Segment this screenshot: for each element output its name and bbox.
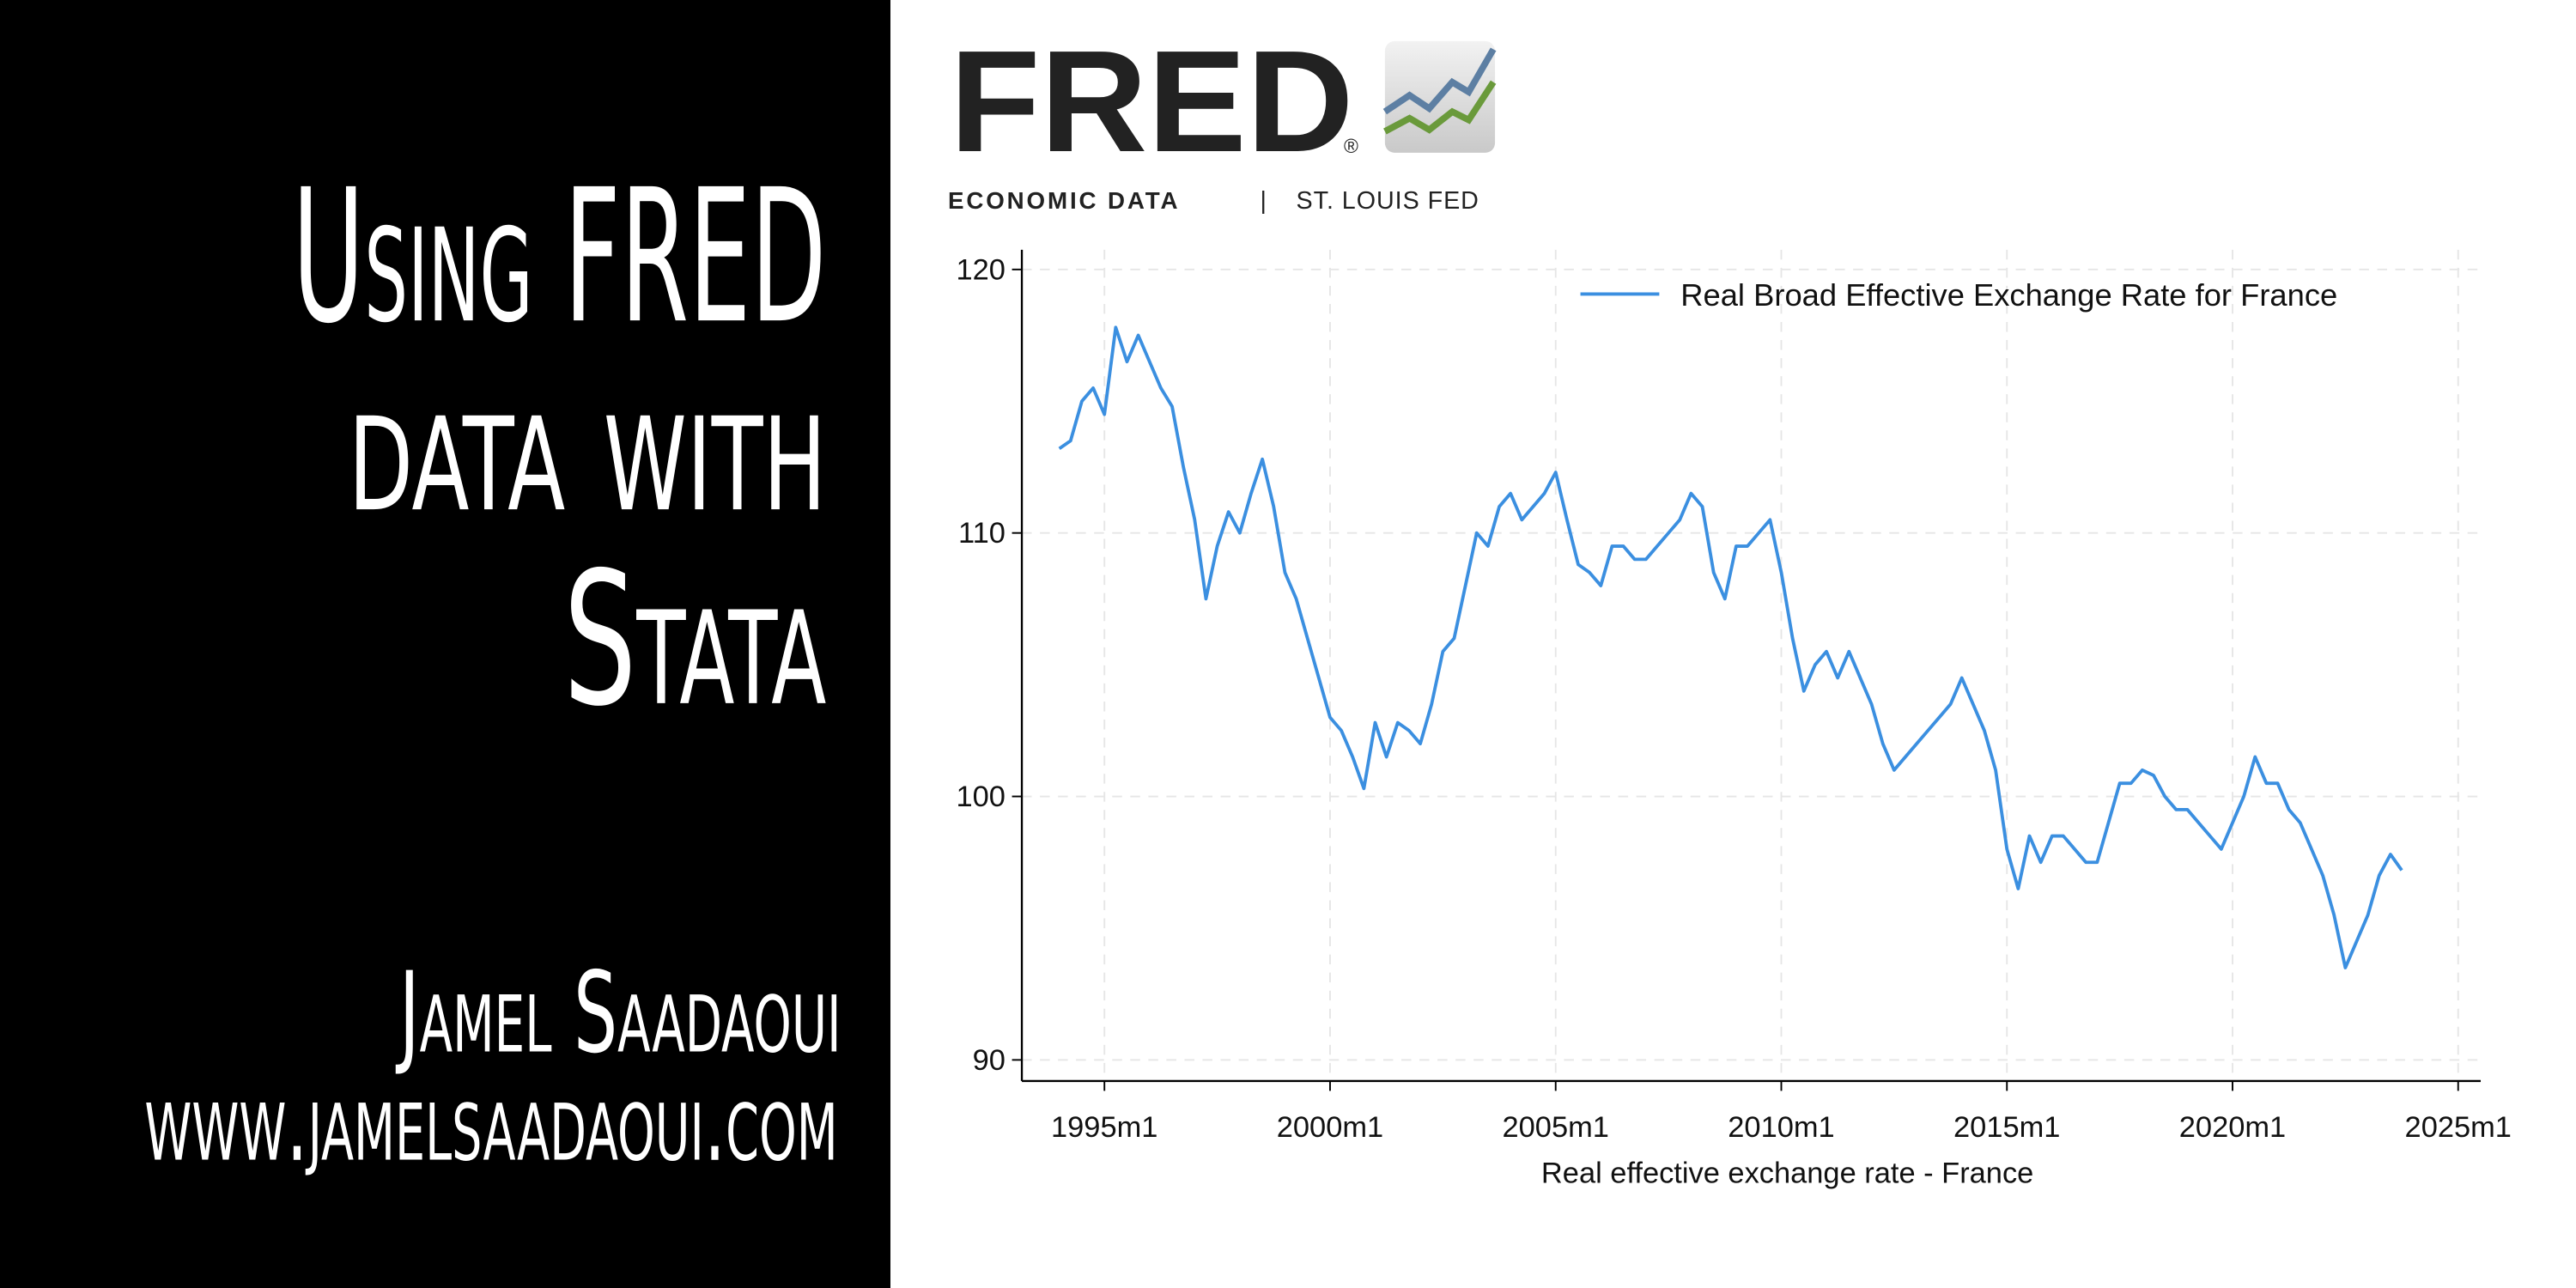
y-tick-label: 120	[956, 253, 1005, 286]
series-line	[1058, 325, 2403, 969]
website: www.jamelsaadaoui.com	[144, 1056, 837, 1187]
title-line: data with	[349, 338, 827, 553]
title-line: Stata	[563, 532, 826, 747]
chart: 90 100 110 120 1995m1 2000m1 2005m1 2010m1 2015m…	[956, 249, 2512, 1190]
x-tick-label: 2005m1	[1503, 1111, 1609, 1144]
logo-separator: |	[1260, 187, 1266, 215]
x-tick-label: 2010m1	[1728, 1111, 1834, 1144]
logo-org: ST. LOUIS FED	[1297, 187, 1479, 215]
logo-registered: ®	[1344, 135, 1358, 157]
logo-title: FRED	[950, 21, 1354, 182]
logo-subtitle: ECONOMIC DATA	[948, 187, 1180, 214]
left-panel	[0, 0, 890, 1288]
x-tick-label: 2015m1	[1953, 1111, 2060, 1144]
y-tick-label: 100	[956, 781, 1005, 813]
x-tick-label: 1995m1	[1051, 1111, 1157, 1144]
x-tick-label: 2000m1	[1277, 1111, 1383, 1144]
legend-label: Real Broad Effective Exchange Rate for F…	[1680, 277, 2337, 313]
author: Jamel Saadaoui	[396, 947, 841, 1078]
x-tick-label: 2025m1	[2405, 1111, 2512, 1144]
y-tick-label: 90	[973, 1044, 1005, 1077]
y-tick-label: 110	[958, 517, 1005, 550]
x-axis-label: Real effective exchange rate - France	[1541, 1157, 2033, 1190]
title-line: Using FRED	[293, 149, 827, 364]
logo-icon	[1382, 40, 1497, 153]
x-tick-label: 2020m1	[2179, 1111, 2286, 1144]
